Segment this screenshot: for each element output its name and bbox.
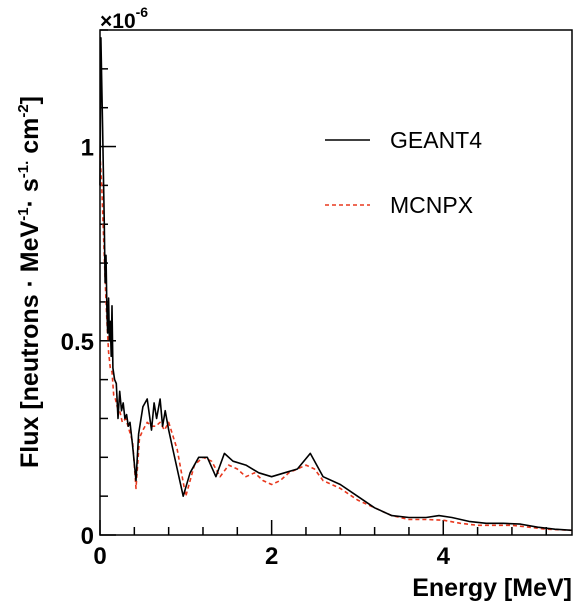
series-layer	[99, 36, 573, 532]
legend-label-mcnpx: MCNPX	[390, 192, 473, 218]
y-tick-label: 1	[81, 135, 94, 162]
x-axis-title: Energy [MeV]	[412, 574, 572, 601]
y-axis-title-part-a: Flux [neutrons · MeV	[16, 220, 44, 468]
y-axis-title-part-c: cm	[16, 118, 44, 161]
y-axis-title-exp-a: -1	[15, 207, 32, 220]
y-multiplier-exp: -6	[136, 4, 149, 20]
y-axis-title-part-d: ]	[16, 96, 44, 104]
x-tick-label: 4	[437, 543, 451, 570]
plot-frame	[99, 29, 573, 536]
y-tick-label: 0.5	[61, 329, 94, 356]
y-axis-title-part-b: · s	[16, 178, 44, 207]
axis-ticks: 0 2 4 0 0.5 1	[61, 29, 548, 570]
y-axis-title-exp-c: -2	[15, 104, 32, 117]
series-line-geant4	[99, 36, 573, 532]
x-tick-label: 2	[265, 543, 278, 570]
y-tick-label: 0	[81, 523, 94, 550]
x-tick-label: 0	[93, 543, 106, 570]
legend-label-geant4: GEANT4	[390, 127, 482, 153]
series-line-mcnpx	[99, 154, 573, 532]
y-multiplier: ×10-6	[100, 4, 148, 33]
y-axis-title: Flux [neutrons · MeV-1· s-1. cm-2]	[15, 96, 44, 468]
y-axis-title-exp-b: -1.	[15, 161, 32, 179]
y-multiplier-base: ×10	[100, 10, 136, 33]
legend: GEANT4 MCNPX	[325, 127, 482, 218]
